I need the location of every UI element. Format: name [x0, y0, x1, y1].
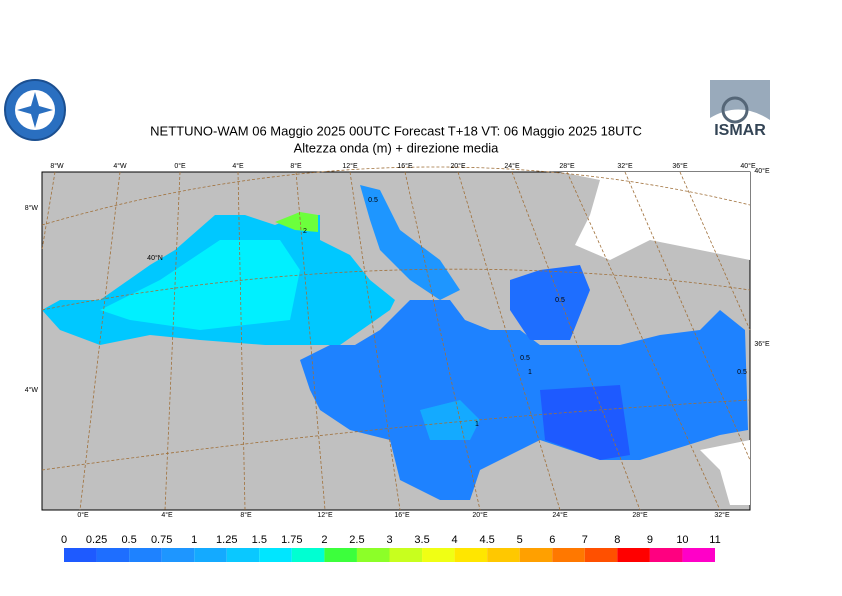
colorbar-label: 3	[386, 534, 392, 546]
lon-label: 36°E	[672, 162, 688, 170]
colorbar-label: 1.5	[252, 534, 267, 546]
colorbar-swatch	[356, 548, 390, 562]
subtitle: Altezza onda (m) + direzione media	[294, 140, 500, 155]
lon-label: 8°E	[240, 511, 252, 519]
lon-label: 28°E	[559, 162, 575, 170]
colorbar-swatch	[129, 548, 162, 562]
colorbar-label: 2	[321, 534, 327, 546]
contour-label: 0.5	[520, 355, 530, 362]
lon-label: 4°W	[25, 386, 39, 394]
contour-label: 1	[528, 369, 532, 376]
lon-label: 24°E	[552, 511, 568, 519]
title: NETTUNO-WAM 06 Maggio 2025 00UTC Forecas…	[150, 123, 642, 138]
colorbar-swatch	[96, 548, 130, 562]
colorbar-swatch	[226, 548, 260, 562]
colorbar-swatch	[454, 548, 488, 562]
lon-label: 4°W	[113, 162, 127, 170]
lon-label: 40°E	[754, 167, 770, 175]
logo-text: ISMAR	[714, 122, 766, 139]
colorbar-label: 0.5	[121, 534, 136, 546]
contour-label: 2	[303, 228, 307, 235]
colorbar-label: 8	[614, 534, 620, 546]
lon-label: 20°E	[472, 511, 488, 519]
lon-label: 24°E	[504, 162, 520, 170]
colorbar-label: 11	[709, 534, 720, 546]
lon-label: 12°E	[342, 162, 358, 170]
lon-label: 32°E	[617, 162, 633, 170]
lon-label: 32°E	[714, 511, 730, 519]
colorbar-swatch	[389, 548, 423, 562]
colorbar-swatch	[552, 548, 585, 562]
lon-label: 4°E	[232, 162, 244, 170]
contour-label: 0.5	[737, 369, 747, 376]
lon-label: 8°W	[50, 162, 64, 170]
contour-label: 0.5	[555, 297, 565, 304]
lon-label: 16°E	[397, 162, 413, 170]
lon-label: 8°W	[25, 204, 39, 212]
colorbar-swatch	[519, 548, 553, 562]
colorbar-label: 4.5	[480, 534, 495, 546]
lon-label: 4°E	[161, 511, 173, 519]
colorbar-swatch	[649, 548, 683, 562]
colorbar-swatch	[64, 548, 97, 562]
colorbar-swatch	[194, 548, 227, 562]
colorbar-swatch	[487, 548, 520, 562]
contour-label: 0.5	[368, 197, 378, 204]
lon-label: 0°E	[77, 511, 89, 519]
colorbar-label: 1.75	[281, 534, 302, 546]
colorbar-label: 3.5	[414, 534, 429, 546]
colorbar-label: 1	[191, 534, 197, 546]
colorbar-label: 0.25	[86, 534, 107, 546]
colorbar-label: 7	[582, 534, 588, 546]
colorbar-swatch	[584, 548, 618, 562]
left-logo	[4, 79, 66, 141]
colorbar-label: 6	[549, 534, 555, 546]
colorbar-swatch	[617, 548, 650, 562]
colorbar-swatch	[259, 548, 292, 562]
colorbar-label: 4	[452, 534, 458, 546]
colorbar-label: 9	[647, 534, 653, 546]
lat-label: 40°N	[147, 254, 163, 262]
right-logo: ISMAR	[708, 79, 770, 141]
colorbar-swatch	[324, 548, 357, 562]
colorbar-label: 0	[61, 534, 67, 546]
colorbar-label: 0.75	[151, 534, 172, 546]
contour-label: 1	[475, 421, 479, 428]
colorbar-swatch	[161, 548, 195, 562]
lon-label: 8°E	[290, 162, 302, 170]
map	[41, 166, 751, 511]
colorbar-label: 2.5	[349, 534, 364, 546]
colorbar-label: 5	[517, 534, 523, 546]
lon-label: 12°E	[317, 511, 333, 519]
colorbar-label: 10	[676, 534, 688, 546]
lon-label: 0°E	[174, 162, 186, 170]
colorbar-swatch	[422, 548, 455, 562]
colorbar-label: 1.25	[216, 534, 237, 546]
lon-label: 28°E	[632, 511, 648, 519]
colorbar-swatch	[682, 548, 715, 562]
lon-label: 16°E	[394, 511, 410, 519]
lon-label: 40°E	[740, 162, 756, 170]
colorbar-swatch	[291, 548, 325, 562]
lon-label: 36°E	[754, 340, 770, 348]
lon-label: 20°E	[450, 162, 466, 170]
